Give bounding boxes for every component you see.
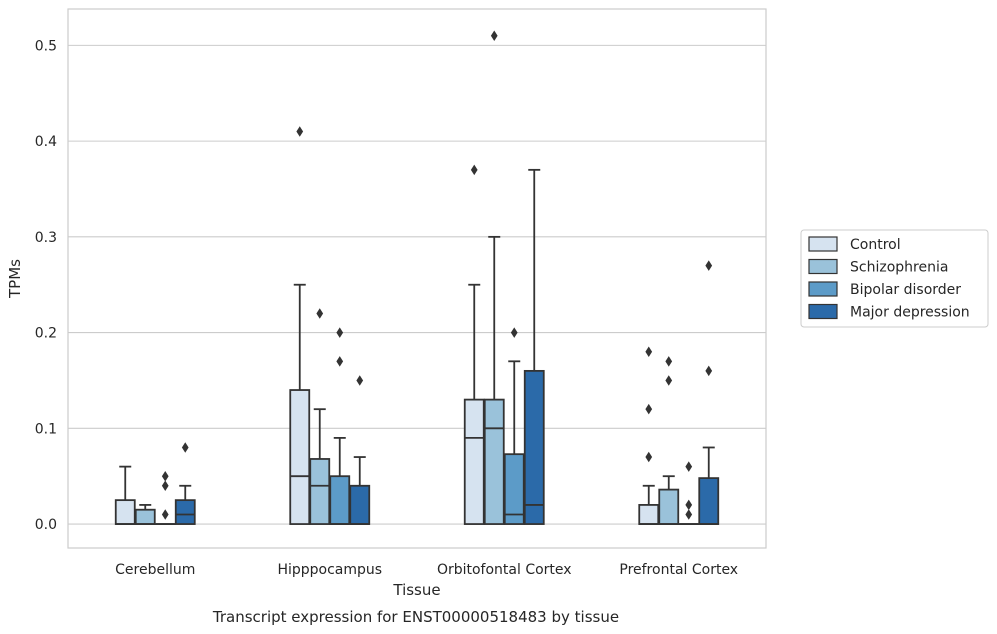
box-body [483,398,505,525]
y-tick-label: 0.5 [35,38,57,54]
legend-swatch [808,258,838,275]
x-tick-label: Cerebellum [115,562,195,578]
outlier-point [685,509,693,520]
y-tick-label: 0.1 [35,421,57,437]
outlier-point [161,480,169,492]
x-tick-label: Orbitofontal Cortex [437,562,572,578]
box-0-1 [134,504,156,525]
outlier-point [161,470,169,482]
box-body [523,369,545,525]
legend-swatch [808,236,838,252]
legend-label: Schizophrenia [850,260,948,276]
outlier-point [181,442,189,453]
legend: Control Schizophrenia Bipolar disorder Majo… [800,229,989,328]
outlier-point [336,327,344,338]
box-1-0 [289,126,311,525]
x-axis-label: Tissue [392,581,440,599]
box-body [309,458,331,525]
outlier-point [470,164,478,176]
gridlines [68,44,766,525]
outlier-point [316,308,324,319]
outlier-point [645,346,653,357]
legend-swatch [808,303,838,320]
outlier-point [296,126,304,137]
chart-caption: Transcript expression for ENST0000051848… [212,608,619,626]
box-3-0 [638,346,660,525]
box-0-2 [154,470,176,525]
plot-area-frame [67,8,767,549]
outlier-point [336,356,344,367]
outlier-point [356,375,364,386]
box-0-0 [114,465,136,525]
legend-label: Control [850,237,901,253]
box-body [134,508,156,525]
x-tick-labels: Cerebellum Hipppocampus Orbitofontal Corte… [115,562,738,578]
legend-label: Major depression [850,305,970,321]
box-body [638,504,660,525]
outlier-point [665,375,673,386]
box-2-1 [483,30,505,525]
outlier-point [645,403,653,415]
y-tick-label: 0.4 [35,134,57,150]
box-0-3 [174,442,196,525]
box-body [174,499,196,525]
outlier-point [645,451,653,463]
box-3-3 [698,260,720,525]
box-body [463,398,485,525]
x-tick-label: Hipppocampus [277,562,382,578]
box-body [503,453,525,525]
boxes [114,30,720,525]
outlier-point [685,461,693,472]
box-body [329,475,351,525]
box-2-0 [463,164,485,525]
box-1-1 [309,308,331,525]
outlier-point [490,30,498,42]
outlier-point [665,356,673,367]
outlier-point [705,365,713,377]
box-body [114,499,136,525]
outlier-point [161,509,169,520]
box-body [658,488,680,525]
legend-frame [800,229,989,328]
box-1-2 [329,327,351,525]
y-tick-label: 0.3 [35,230,57,246]
box-1-3 [349,375,371,525]
y-tick-labels: 0.0 0.1 0.2 0.3 0.4 0.5 [35,38,57,533]
legend-swatch [808,281,838,297]
outlier-point [510,327,518,338]
box-3-1 [658,356,680,525]
box-body [698,477,720,525]
outlier-point [705,260,713,271]
y-axis-label: TPMs [6,259,24,299]
box-2-3 [523,168,545,525]
box-3-2 [678,461,700,525]
box-body [349,484,371,525]
y-tick-label: 0.2 [35,326,57,342]
y-tick-label: 0.0 [35,517,57,533]
legend-label: Bipolar disorder [850,282,961,298]
box-body [289,389,311,525]
x-tick-label: Prefrontal Cortex [619,562,738,578]
outlier-point [685,499,693,511]
box-2-2 [503,327,525,525]
